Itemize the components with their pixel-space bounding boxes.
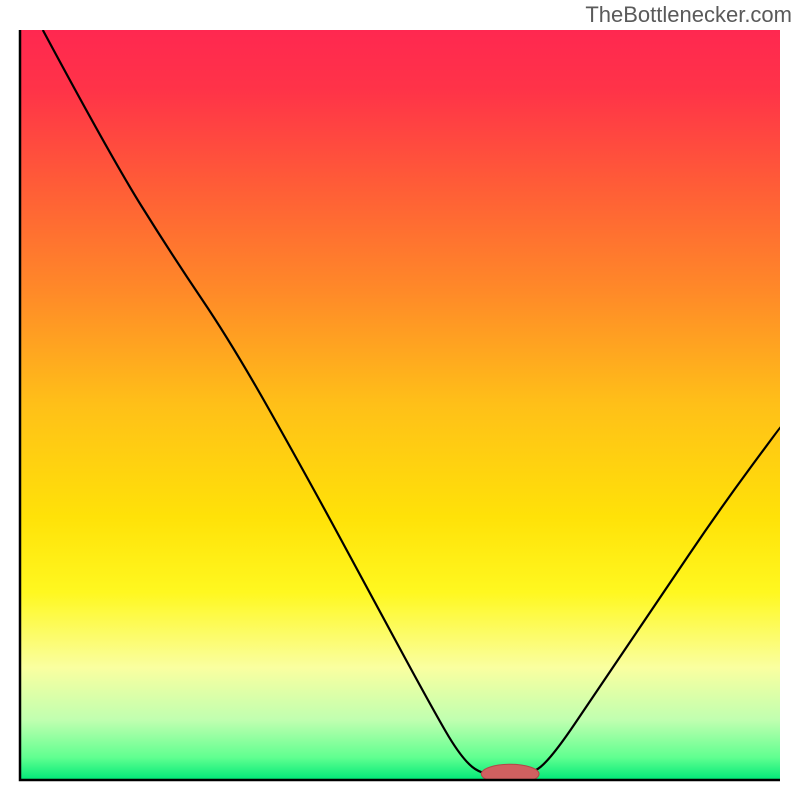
bottleneck-chart: [0, 0, 800, 800]
chart-container: TheBottlenecker.com: [0, 0, 800, 800]
gradient-background: [20, 30, 780, 780]
watermark-text: TheBottlenecker.com: [585, 2, 792, 28]
